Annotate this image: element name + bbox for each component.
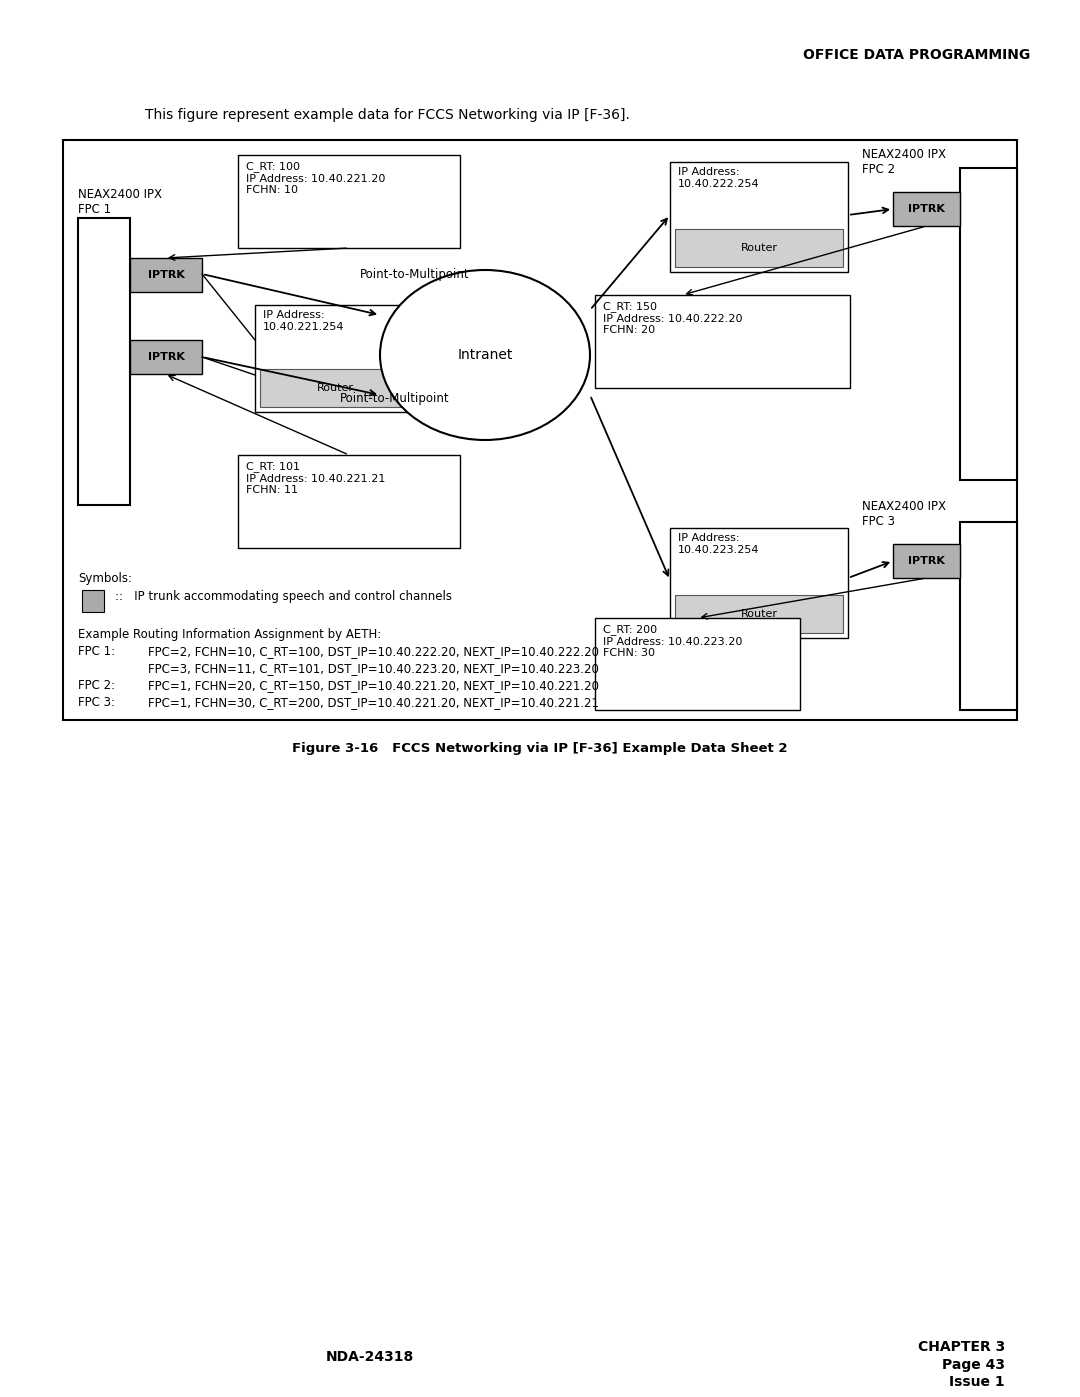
Text: FPC=1, FCHN=30, C_RT=200, DST_IP=10.40.221.20, NEXT_IP=10.40.221.21: FPC=1, FCHN=30, C_RT=200, DST_IP=10.40.2… [148,696,599,710]
Bar [130,339,202,374]
Bar [63,140,1017,719]
Text: FPC 2:: FPC 2: [78,679,116,692]
Text: IPTRK: IPTRK [908,556,945,566]
Bar [675,595,843,633]
Bar [893,543,960,578]
Bar [670,528,848,638]
Text: NEAX2400 IPX
FPC 1: NEAX2400 IPX FPC 1 [78,189,162,217]
Text: NEAX2400 IPX
FPC 2: NEAX2400 IPX FPC 2 [862,148,946,176]
Bar [893,191,960,226]
Text: OFFICE DATA PROGRAMMING: OFFICE DATA PROGRAMMING [802,47,1030,61]
Text: Point-to-Multipoint: Point-to-Multipoint [340,393,449,405]
Text: Issue 1: Issue 1 [949,1375,1005,1389]
Text: NDA-24318: NDA-24318 [326,1350,414,1363]
Text: Symbols:: Symbols: [78,571,132,585]
Text: FPC 1:: FPC 1: [78,645,116,658]
Text: FPC 3:: FPC 3: [78,696,114,710]
Text: Router: Router [741,243,778,253]
Text: IPTRK: IPTRK [908,204,945,214]
Text: Intranet: Intranet [457,348,513,362]
Text: Page 43: Page 43 [942,1358,1005,1372]
Bar [238,155,460,249]
Text: ::   IP trunk accommodating speech and control channels: :: IP trunk accommodating speech and con… [114,590,453,604]
Text: FPC=3, FCHN=11, C_RT=101, DST_IP=10.40.223.20, NEXT_IP=10.40.223.20: FPC=3, FCHN=11, C_RT=101, DST_IP=10.40.2… [148,662,599,675]
Text: NEAX2400 IPX
FPC 3: NEAX2400 IPX FPC 3 [862,500,946,528]
Bar [960,168,1017,481]
Ellipse shape [380,270,590,440]
Text: IP Address:
10.40.223.254: IP Address: 10.40.223.254 [678,534,759,555]
Bar [82,590,104,612]
Text: Example Routing Information Assignment by AETH:: Example Routing Information Assignment b… [78,629,381,641]
Bar [670,162,848,272]
Bar [238,455,460,548]
Bar [960,522,1017,710]
Bar [675,229,843,267]
Text: C_RT: 150
IP Address: 10.40.222.20
FCHN: 20: C_RT: 150 IP Address: 10.40.222.20 FCHN:… [603,300,743,335]
Text: C_RT: 200
IP Address: 10.40.223.20
FCHN: 30: C_RT: 200 IP Address: 10.40.223.20 FCHN:… [603,624,742,658]
Text: C_RT: 101
IP Address: 10.40.221.21
FCHN: 11: C_RT: 101 IP Address: 10.40.221.21 FCHN:… [246,461,386,495]
Text: CHAPTER 3: CHAPTER 3 [918,1340,1005,1354]
Text: Figure 3-16   FCCS Networking via IP [F-36] Example Data Sheet 2: Figure 3-16 FCCS Networking via IP [F-36… [293,742,787,754]
Text: IP Address:
10.40.222.254: IP Address: 10.40.222.254 [678,168,759,189]
Bar [595,617,800,710]
Bar [595,295,850,388]
Bar [78,218,130,504]
Bar [130,258,202,292]
Bar [260,369,410,407]
Text: This figure represent example data for FCCS Networking via IP [F-36].: This figure represent example data for F… [145,108,630,122]
Text: IPTRK: IPTRK [148,270,185,279]
Text: FPC=2, FCHN=10, C_RT=100, DST_IP=10.40.222.20, NEXT_IP=10.40.222.20: FPC=2, FCHN=10, C_RT=100, DST_IP=10.40.2… [148,645,599,658]
Text: IP Address:
10.40.221.254: IP Address: 10.40.221.254 [264,310,345,331]
Bar [255,305,415,412]
Text: Point-to-Multipoint: Point-to-Multipoint [360,268,470,281]
Text: Router: Router [316,383,353,393]
Text: IPTRK: IPTRK [148,352,185,362]
Text: Router: Router [741,609,778,619]
Text: FPC=1, FCHN=20, C_RT=150, DST_IP=10.40.221.20, NEXT_IP=10.40.221.20: FPC=1, FCHN=20, C_RT=150, DST_IP=10.40.2… [148,679,599,692]
Text: C_RT: 100
IP Address: 10.40.221.20
FCHN: 10: C_RT: 100 IP Address: 10.40.221.20 FCHN:… [246,161,386,196]
